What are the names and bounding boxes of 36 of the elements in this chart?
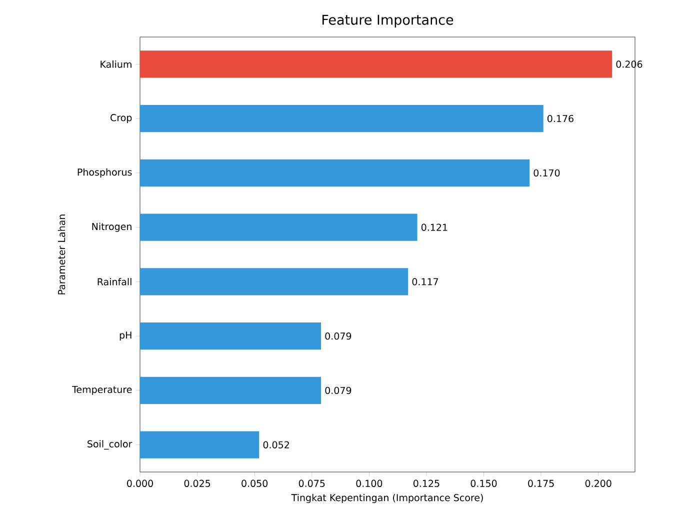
data-label: 0.170 bbox=[534, 169, 560, 177]
bar bbox=[140, 376, 322, 404]
x-tick-label: 0.025 bbox=[184, 480, 210, 487]
bar bbox=[140, 214, 418, 241]
bar bbox=[140, 104, 544, 132]
data-label: 0.052 bbox=[263, 441, 289, 448]
bar bbox=[140, 159, 530, 187]
x-tick-label: 0.200 bbox=[585, 480, 612, 487]
data-label: 0.176 bbox=[548, 114, 574, 122]
x-tick-label: 0.050 bbox=[242, 480, 268, 487]
y-tick-label: Rainfall bbox=[98, 278, 132, 286]
x-tick-label: 0.100 bbox=[356, 480, 382, 487]
bar bbox=[140, 322, 322, 350]
y-tick-label: pH bbox=[120, 332, 132, 341]
y-tick-label: Crop bbox=[110, 114, 132, 124]
bar bbox=[140, 50, 612, 78]
x-tick-label: 0.150 bbox=[470, 480, 497, 487]
data-label: 0.121 bbox=[421, 224, 448, 231]
data-label: 0.117 bbox=[412, 278, 438, 286]
chart-title: Feature Importance bbox=[322, 14, 454, 28]
x-tick-label: 0.125 bbox=[413, 480, 440, 487]
data-label: 0.079 bbox=[325, 386, 352, 394]
y-tick-label: Phosphorus bbox=[78, 168, 132, 178]
x-tick-label: 0.075 bbox=[298, 480, 325, 487]
y-tick-label: Temperature bbox=[72, 386, 132, 395]
bar bbox=[140, 431, 260, 458]
x-tick-label: 0.175 bbox=[528, 480, 554, 487]
y-tick-label: Kalium bbox=[100, 60, 132, 68]
x-tick-label: 0.000 bbox=[127, 480, 153, 487]
y-tick-label: Soil_color bbox=[88, 440, 132, 450]
data-label: 0.079 bbox=[325, 332, 352, 340]
y-axis-title: Parameter Lahan bbox=[58, 214, 66, 294]
x-axis-title: Tingkat Kepentingan (Importance Score) bbox=[291, 494, 483, 504]
data-label: 0.206 bbox=[616, 60, 642, 68]
y-tick-label: Nitrogen bbox=[92, 222, 132, 232]
bar bbox=[140, 268, 408, 296]
